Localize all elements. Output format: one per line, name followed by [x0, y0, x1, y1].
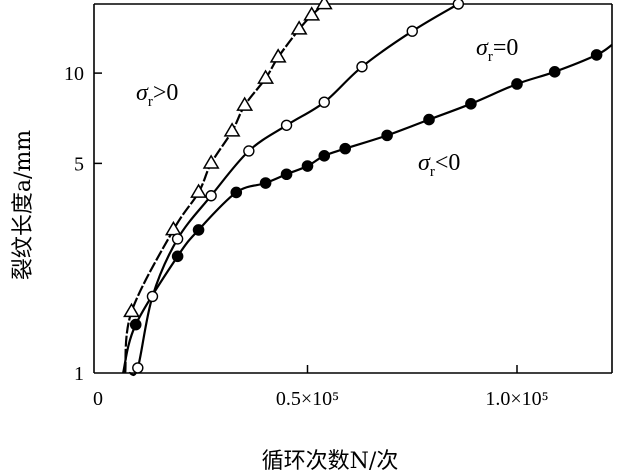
- x-tick-label: 1.0×10⁵: [485, 388, 548, 410]
- triangle-marker: [202, 154, 220, 169]
- open-circle-marker: [356, 61, 368, 73]
- annotation-subscript: r: [430, 164, 435, 180]
- plot-frame: [93, 3, 613, 374]
- series-annotations: σr>0σr=0σr<0: [136, 35, 518, 180]
- filled-circle-marker: [192, 224, 205, 236]
- filled-circle-marker: [423, 113, 435, 126]
- open-circle-marker: [146, 290, 159, 303]
- annotation-condition: =0: [493, 35, 519, 61]
- curve-line: [124, 2, 327, 374]
- annotation-sigma: σ: [418, 150, 431, 176]
- filled-circle-marker: [318, 149, 331, 162]
- open-circle-marker: [171, 233, 184, 245]
- series-annotation: σr<0: [418, 150, 460, 180]
- open-circle-marker: [280, 119, 293, 131]
- data-markers: [123, 0, 603, 374]
- open-circle-marker: [406, 25, 418, 37]
- annotation-subscript: r: [148, 94, 153, 110]
- annotation-subscript: r: [488, 49, 493, 65]
- triangle-marker: [164, 220, 182, 236]
- open-circle-marker: [452, 0, 465, 10]
- filled-circle-marker: [511, 78, 523, 90]
- filled-circle-marker: [381, 129, 393, 142]
- filled-circle-marker: [230, 186, 243, 199]
- triangle-marker: [315, 0, 333, 10]
- triangle-marker: [257, 69, 275, 84]
- filled-circle-marker: [548, 66, 561, 78]
- x-axis-title: 循环次数N/次: [262, 449, 399, 474]
- open-circle-marker: [318, 96, 330, 108]
- filled-circle-marker: [259, 177, 272, 189]
- axis-ticks: 0 0.5×10⁵ 1.0×10⁵ 1 5 10: [64, 63, 549, 410]
- x-tick-label: 0.5×10⁵: [276, 388, 339, 410]
- curve-line: [122, 43, 613, 374]
- series-annotation: σr=0: [476, 35, 518, 65]
- y-tick-label: 5: [74, 153, 84, 175]
- curve-line: [128, 0, 463, 377]
- x-tick-label: 0: [93, 388, 103, 410]
- filled-circle-marker: [280, 168, 293, 181]
- y-axis-title: 裂纹长度a/mm: [11, 130, 36, 280]
- annotation-condition: >0: [153, 80, 179, 106]
- triangle-marker: [303, 6, 321, 21]
- filled-circle-marker: [301, 160, 314, 172]
- triangle-marker: [290, 20, 308, 35]
- open-circle-marker: [243, 145, 255, 157]
- annotation-sigma: σ: [476, 35, 489, 61]
- y-tick-label: 10: [64, 63, 84, 85]
- triangle-marker: [236, 96, 254, 111]
- annotation-condition: <0: [435, 150, 461, 176]
- triangle-marker: [190, 183, 207, 198]
- triangle-marker: [223, 122, 241, 137]
- triangle-marker: [123, 302, 140, 318]
- series-annotation: σr>0: [136, 80, 178, 110]
- filled-circle-marker: [590, 49, 603, 61]
- annotation-sigma: σ: [136, 80, 149, 106]
- filled-circle-marker: [465, 98, 477, 110]
- y-tick-label: 1: [74, 363, 84, 385]
- filled-circle-marker: [171, 250, 184, 263]
- filled-circle-marker: [129, 318, 142, 331]
- filled-circle-marker: [339, 142, 352, 155]
- open-circle-marker: [205, 190, 217, 202]
- triangle-marker: [269, 48, 287, 63]
- open-circle-marker: [132, 362, 144, 374]
